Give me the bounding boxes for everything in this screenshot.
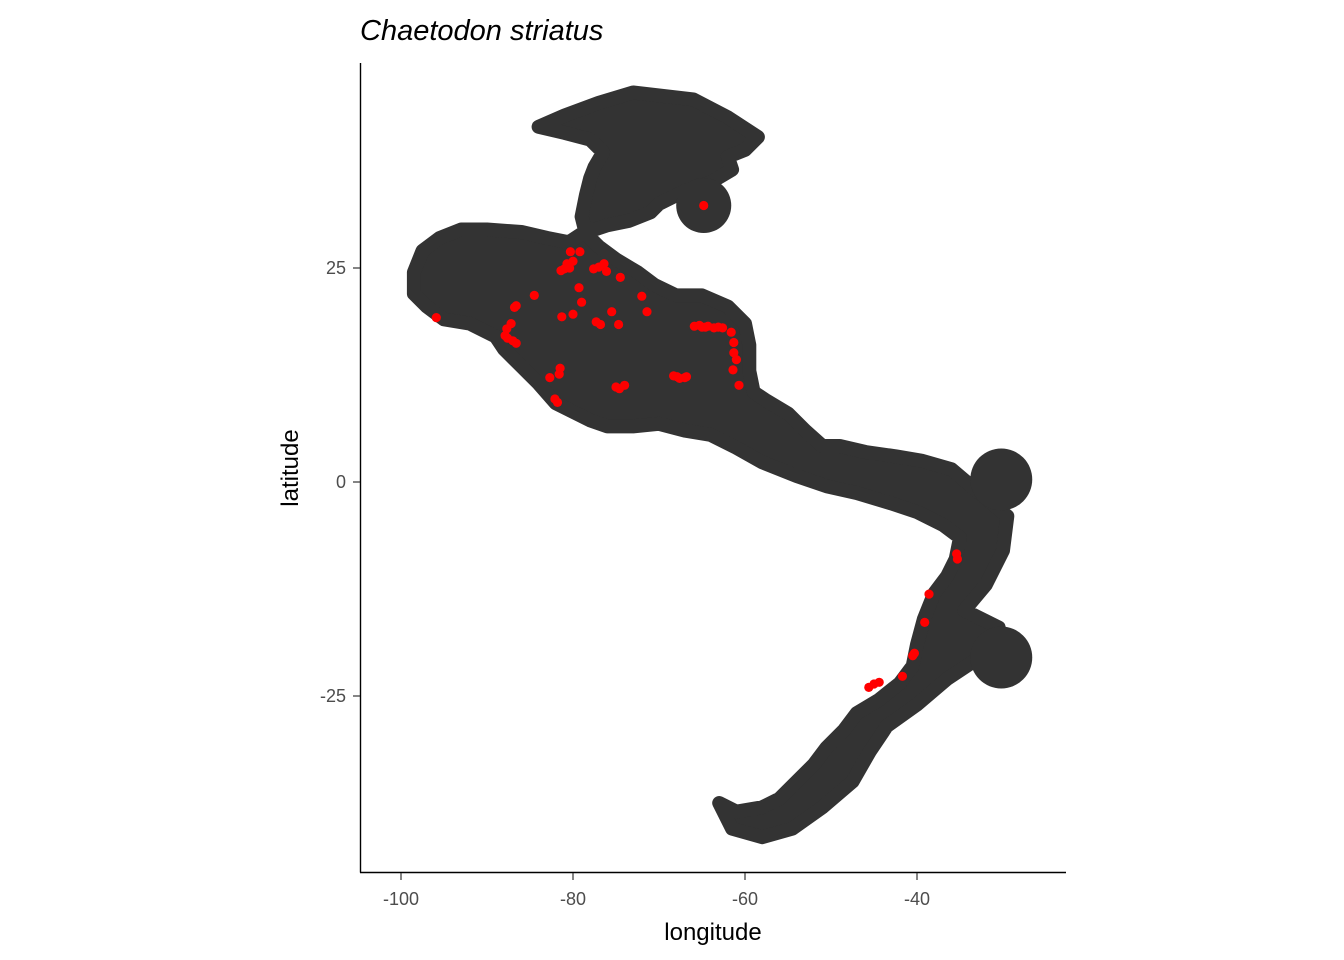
plot-title: Chaetodon striatus [360, 15, 603, 47]
occurrence-point [557, 312, 567, 322]
occurrence-point [574, 283, 584, 293]
occurrence-point [568, 256, 578, 266]
occurrence-point [555, 363, 565, 373]
occurrence-point [565, 247, 576, 257]
occurrence-point [637, 291, 647, 301]
occurrence-point [924, 589, 934, 599]
occurrence-points-layer [431, 200, 963, 693]
x-tick-label: -80 [560, 889, 586, 909]
occurrence-point [431, 313, 441, 323]
occurrence-point [577, 297, 587, 307]
occurrence-point [511, 338, 521, 348]
occurrence-point [681, 372, 692, 382]
occurrence-point [568, 309, 578, 319]
occurrence-point [607, 307, 617, 317]
occurrence-point [614, 319, 624, 330]
occurrence-point [614, 384, 625, 394]
occurrence-point [615, 272, 625, 282]
occurrence-point [897, 671, 908, 681]
occurrence-point [952, 554, 963, 564]
occurrence-point [601, 266, 612, 276]
occurrence-point [734, 380, 744, 390]
x-tick-label: -100 [383, 889, 419, 909]
occurrence-point [729, 348, 739, 358]
y-tick-label: 0 [336, 472, 346, 492]
species-range-layer [406, 85, 1033, 845]
occurrence-point [529, 290, 539, 300]
axis-ticks: -100 -80 -60 -40 -25 0 25 [320, 258, 930, 909]
occurrence-point [864, 682, 874, 693]
occurrence-point [511, 301, 521, 311]
y-tick-label: 25 [326, 258, 346, 278]
occurrence-point [599, 259, 609, 269]
occurrence-point [728, 365, 738, 375]
range-region-east-20 [970, 626, 1033, 689]
occurrence-point [729, 337, 739, 348]
x-axis-title: longitude [664, 919, 761, 946]
occurrence-point [595, 319, 606, 330]
occurrence-point [565, 263, 575, 273]
y-axis-title: latitude [277, 429, 304, 506]
x-tick-label: -60 [732, 889, 758, 909]
occurrence-point [552, 397, 563, 407]
range-region-east-0 [970, 448, 1033, 511]
occurrence-point [731, 355, 742, 365]
y-tick-label: -25 [320, 686, 346, 706]
occurrence-point [908, 651, 918, 661]
occurrence-point [699, 200, 709, 211]
x-tick-label: -40 [904, 889, 930, 909]
occurrence-point [726, 327, 736, 337]
range-region-main [406, 85, 1015, 845]
occurrence-point [575, 247, 585, 257]
occurrence-point [718, 323, 728, 333]
occurrence-point [506, 319, 516, 329]
occurrence-point [920, 617, 930, 628]
occurrence-point [545, 373, 555, 383]
occurrence-point [642, 307, 652, 317]
